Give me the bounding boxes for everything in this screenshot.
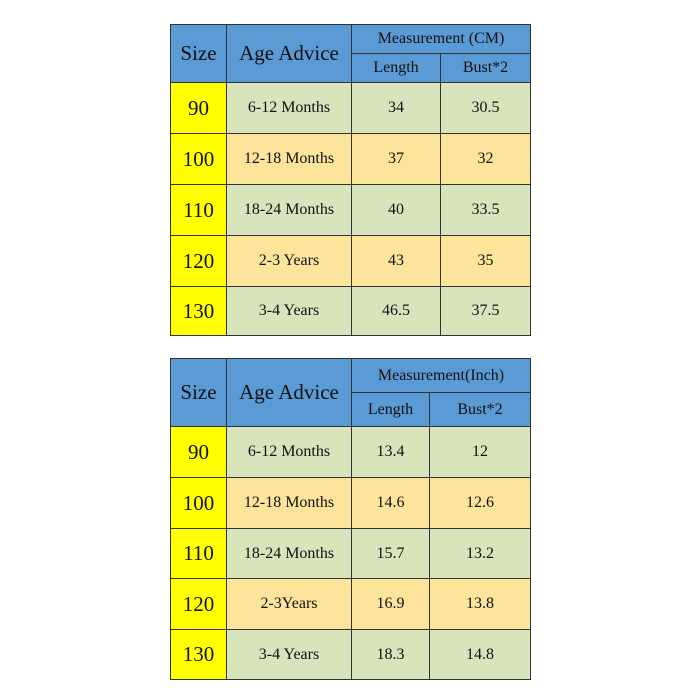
- age-cell: 6-12 Months: [226, 426, 352, 478]
- bust-cell: 32: [439, 133, 532, 185]
- data-row: 110 18-24 Months 15.7 13.2: [170, 528, 532, 579]
- size-cell: 130: [170, 629, 227, 680]
- age-cell: 12-18 Months: [226, 133, 352, 185]
- bust-cell: 35: [439, 235, 532, 287]
- size-cell: 120: [170, 578, 227, 630]
- header-bust: Bust*2: [428, 392, 532, 427]
- header-row: Length Bust*2: [171, 53, 532, 83]
- length-cell: 46.5: [351, 286, 441, 336]
- header-measurement: Measurement(Inch): [350, 358, 532, 393]
- size-table: Size Age Advice Measurement (CM) Length Bust…: [170, 24, 532, 336]
- length-cell: 13.4: [351, 426, 430, 478]
- bust-cell: 12.6: [428, 477, 532, 529]
- size-cell: 110: [170, 528, 227, 579]
- header-age: Age Advice: [226, 358, 352, 427]
- data-row: 100 12-18 Months 37 32: [170, 133, 532, 185]
- age-cell: 6-12 Months: [226, 82, 352, 134]
- length-cell: 34: [351, 82, 441, 134]
- size-cell: 100: [170, 133, 227, 185]
- data-row: 120 2-3Years 16.9 13.8: [170, 578, 532, 630]
- size-cell: 90: [170, 82, 227, 134]
- size-cell: 130: [170, 286, 227, 336]
- size-cell: 100: [170, 477, 227, 529]
- length-cell: 18.3: [351, 629, 430, 680]
- age-cell: 2-3Years: [226, 578, 352, 630]
- age-cell: 12-18 Months: [226, 477, 352, 529]
- bust-cell: 13.2: [428, 528, 532, 579]
- data-row: 110 18-24 Months 40 33.5: [170, 184, 532, 236]
- age-cell: 18-24 Months: [226, 184, 352, 236]
- bust-cell: 13.8: [428, 578, 532, 630]
- header-length: Length: [351, 53, 441, 83]
- header-row: Size Age Advice Measurement(Inch): [170, 358, 532, 427]
- header-measurement: Measurement (CM): [350, 24, 532, 54]
- bust-cell: 30.5: [439, 82, 532, 134]
- length-cell: 15.7: [351, 528, 430, 579]
- size-cell: 110: [170, 184, 227, 236]
- header-row: Size Age Advice Measurement (CM): [170, 24, 532, 83]
- size-cell: 120: [170, 235, 227, 287]
- length-cell: 40: [351, 184, 441, 236]
- header-age: Age Advice: [226, 24, 352, 83]
- header-bust: Bust*2: [439, 53, 532, 83]
- bust-cell: 33.5: [439, 184, 532, 236]
- age-cell: 3-4 Years: [226, 629, 352, 680]
- bust-cell: 37.5: [439, 286, 532, 336]
- length-cell: 14.6: [351, 477, 430, 529]
- header-row: Length Bust*2: [171, 392, 532, 427]
- data-row: 130 3-4 Years 18.3 14.8: [170, 629, 532, 680]
- length-cell: 43: [351, 235, 441, 287]
- data-row: 120 2-3 Years 43 35: [170, 235, 532, 287]
- age-cell: 18-24 Months: [226, 528, 352, 579]
- age-cell: 2-3 Years: [226, 235, 352, 287]
- bust-cell: 14.8: [428, 629, 532, 680]
- age-cell: 3-4 Years: [226, 286, 352, 336]
- header-size: Size: [170, 358, 227, 427]
- data-row: 130 3-4 Years 46.5 37.5: [170, 286, 532, 336]
- length-cell: 16.9: [351, 578, 430, 630]
- size-table: Size Age Advice Measurement(Inch) Length Bus…: [170, 358, 532, 680]
- data-row: 90 6-12 Months 13.4 12: [170, 426, 532, 478]
- table-body: Size Age Advice Measurement(Inch) Length Bus…: [170, 358, 532, 680]
- header-size: Size: [170, 24, 227, 83]
- data-row: 90 6-12 Months 34 30.5: [170, 82, 532, 134]
- table-body: Size Age Advice Measurement (CM) Length Bust…: [170, 24, 532, 336]
- header-length: Length: [351, 392, 430, 427]
- bust-cell: 12: [428, 426, 532, 478]
- size-cell: 90: [170, 426, 227, 478]
- data-row: 100 12-18 Months 14.6 12.6: [170, 477, 532, 529]
- length-cell: 37: [351, 133, 441, 185]
